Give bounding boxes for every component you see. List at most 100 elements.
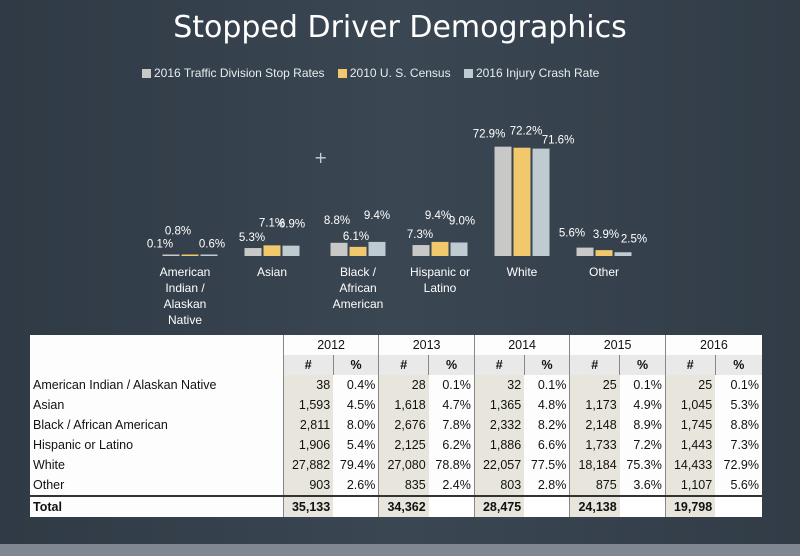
year-header: 2015: [569, 335, 666, 355]
bar: [532, 148, 550, 256]
data-label: 9.0%: [449, 216, 475, 228]
category-label-group: American Indian / Alaskan Native Asian Black …: [160, 265, 619, 327]
count-cell: 1,906: [282, 435, 334, 455]
count-cell: 32: [473, 375, 525, 395]
count-cell: 1,886: [473, 435, 525, 455]
total-blank-cell: [524, 495, 570, 517]
category-label: Black / African American: [333, 265, 384, 311]
count-cell: 1,733: [569, 435, 620, 455]
total-blank-cell: [715, 495, 762, 517]
legend-label-crash: 2016 Injury Crash Rate: [475, 66, 600, 80]
percent-cell: 5.6%: [730, 478, 760, 492]
percent-cell: 7.8%: [442, 418, 471, 432]
year-header: 2013: [378, 335, 475, 355]
count-header: #: [664, 355, 716, 375]
category-label: American Indian / Alaskan Native: [160, 265, 211, 327]
count-cell: 18,184: [569, 455, 620, 475]
bar: [244, 248, 262, 256]
percent-cell: 5.3%: [730, 398, 760, 412]
table-row: Black / African American 2,811 8.0% 2,676 7.…: [30, 415, 762, 435]
count-header: #: [378, 355, 429, 375]
year-header: 2014: [473, 335, 570, 355]
data-label: 8.8%: [324, 215, 350, 227]
table-row: American Indian / Alaskan Native 38 0.4% 28…: [30, 375, 762, 395]
percent-header: %: [714, 355, 762, 375]
legend-label-stop-rates: 2016 Traffic Division Stop Rates: [154, 66, 325, 80]
data-label: 6.9%: [279, 219, 305, 231]
percent-cell: 8.0%: [346, 418, 376, 432]
percent-cell: 2.6%: [346, 478, 376, 492]
count-cell: 1,443: [664, 435, 716, 455]
legend-label-census: 2010 U. S. Census: [349, 66, 451, 80]
data-label: 9.4%: [425, 210, 451, 222]
bar: [576, 247, 594, 256]
bar: [595, 250, 613, 256]
percent-cell: 6.6%: [537, 438, 567, 452]
data-label: 3.9%: [593, 229, 619, 241]
legend-swatch-census: [337, 69, 347, 78]
total-count-cell: 35,133: [282, 495, 334, 517]
count-cell: 1,593: [282, 395, 334, 415]
header-blank: [30, 335, 283, 355]
percent-cell: 0.1%: [730, 378, 760, 392]
total-blank-cell: [428, 495, 475, 517]
row-label: Black / African American: [33, 418, 168, 432]
count-cell: 25: [569, 375, 620, 395]
percent-cell: 5.4%: [346, 438, 376, 452]
total-row: Total 35,133 34,362 28,475 24,138 19,798: [30, 495, 762, 517]
legend-swatch-stop-rates: [142, 69, 151, 78]
bar-group: [162, 146, 632, 256]
percent-cell: 72.9%: [723, 458, 759, 472]
count-cell: 875: [569, 475, 620, 496]
bar: [349, 246, 367, 256]
data-label: 7.3%: [407, 229, 433, 241]
data-label: 2.5%: [621, 233, 647, 245]
percent-cell: 6.2%: [442, 438, 471, 452]
count-cell: 14,433: [664, 455, 716, 475]
count-cell: 2,332: [473, 415, 525, 435]
demographics-table: 2012 2013 2014 2015 2016 #% #% #% #% #% …: [30, 335, 762, 517]
category-label: Other: [589, 265, 619, 279]
row-label: Other: [33, 478, 65, 492]
percent-cell: 8.8%: [730, 418, 760, 432]
count-cell: 1,365: [473, 395, 525, 415]
year-header: 2012: [282, 335, 379, 355]
year-header-row: 2012 2013 2014 2015 2016: [30, 335, 762, 355]
percent-header: %: [428, 355, 475, 375]
total-blank-cell: [619, 495, 666, 517]
count-cell: 2,148: [569, 415, 620, 435]
bar: [282, 245, 300, 256]
data-label: 71.6%: [542, 135, 575, 147]
data-label: 0.8%: [165, 226, 191, 238]
count-cell: 1,045: [664, 395, 716, 415]
data-label: 5.6%: [559, 228, 585, 240]
row-label: White: [33, 458, 65, 472]
count-cell: 1,618: [378, 395, 429, 415]
row-label: Hispanic or Latino: [33, 438, 134, 452]
data-table: 2012 2013 2014 2015 2016 #% #% #% #% #% …: [30, 335, 762, 517]
column-header-row: #% #% #% #% #%: [30, 355, 762, 375]
total-count-cell: 24,138: [569, 495, 620, 517]
total-count-cell: 28,475: [473, 495, 525, 517]
count-cell: 28: [378, 375, 429, 395]
percent-cell: 8.9%: [633, 418, 662, 432]
table-row: Hispanic or Latino 1,906 5.4% 2,125 6.2% 1,88…: [30, 435, 762, 455]
bar: [200, 254, 218, 256]
percent-cell: 4.7%: [442, 398, 471, 412]
percent-cell: 4.8%: [537, 398, 567, 412]
count-cell: 38: [282, 375, 334, 395]
data-label: 72.9%: [473, 129, 506, 141]
count-cell: 1,107: [664, 475, 716, 496]
value-label-group: 0.1%0.8% 0.6% 5.3% 7.1%6.9% 8.8% 6.1% 9.4% 7.3%…: [147, 126, 647, 251]
data-label: 6.1%: [343, 231, 369, 243]
count-cell: 1,173: [569, 395, 620, 415]
taskbar-strip: [0, 544, 800, 556]
row-label: American Indian / Alaskan Native: [33, 378, 217, 392]
category-label: Asian: [257, 265, 287, 279]
bar: [412, 245, 430, 256]
category-label: White: [507, 265, 538, 279]
percent-cell: 0.4%: [346, 378, 376, 392]
legend-swatch-crash: [463, 69, 473, 78]
count-cell: 22,057: [473, 455, 525, 475]
table-body: American Indian / Alaskan Native 38 0.4% 28…: [30, 375, 762, 517]
